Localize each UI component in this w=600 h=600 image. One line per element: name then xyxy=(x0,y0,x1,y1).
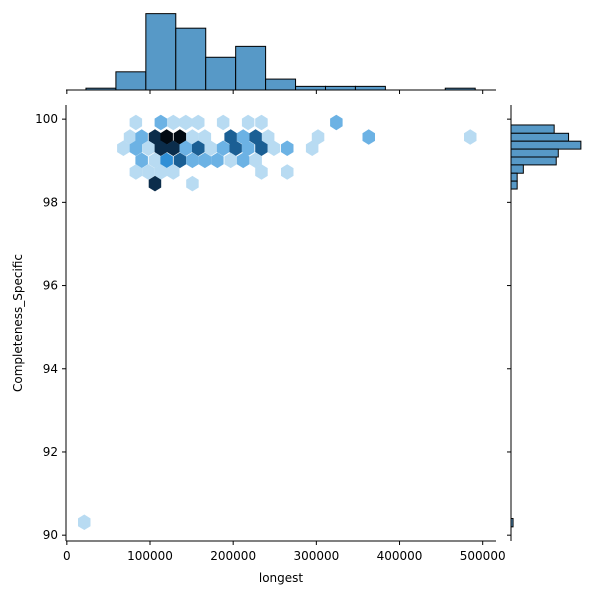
hexbin-cell xyxy=(129,140,143,156)
hexbin-cell xyxy=(216,114,230,131)
hexbin-cell xyxy=(148,152,162,169)
hexbin-cell xyxy=(167,164,180,180)
y-tick-label: 92 xyxy=(43,445,58,459)
hexbin-cell xyxy=(255,114,268,131)
x-axis-label: longest xyxy=(259,571,304,585)
hexbin-cell xyxy=(211,152,224,169)
hexbin-cell xyxy=(255,164,268,180)
hexbin-cell xyxy=(123,129,137,145)
hexbin-cell xyxy=(117,140,130,156)
hexbin-cell xyxy=(224,129,237,145)
axes-layer: 0 100000 200000 300000 400000 500000 90 92 94 96 9… xyxy=(35,89,512,563)
hexbin-cell xyxy=(167,114,180,131)
marginal-y-histogram xyxy=(510,124,582,528)
hexbin-cell xyxy=(255,140,268,156)
hexbin-cell xyxy=(154,114,168,131)
y-histogram-bar xyxy=(510,164,524,174)
hexbin-cell xyxy=(198,152,212,169)
hexbin-cell xyxy=(179,140,192,156)
hexbin-cell xyxy=(229,140,242,156)
x-tick-label: 400000 xyxy=(377,549,423,563)
y-histogram-bar xyxy=(510,132,570,142)
hexbin-cell xyxy=(160,129,173,145)
hexbin-cell xyxy=(249,152,262,169)
hexbin-cell xyxy=(204,140,217,156)
hexbin-cell xyxy=(142,164,155,180)
hexbin-cell xyxy=(135,152,148,169)
hexbin-cell xyxy=(192,114,205,131)
x-histogram-bar xyxy=(324,85,356,91)
hexbin-cell xyxy=(311,129,325,145)
hexbin-cell xyxy=(241,114,255,131)
hexbin-cell xyxy=(216,140,230,156)
hexbin-cell xyxy=(78,514,91,530)
x-histogram-bar xyxy=(175,27,207,91)
hexbin-cell xyxy=(129,114,143,131)
x-histogram-bar xyxy=(265,78,297,91)
hexbin-cell xyxy=(330,114,343,131)
hexbin-cell xyxy=(305,140,319,156)
hexbin-cell xyxy=(281,164,294,180)
hexbin-cell xyxy=(362,129,375,145)
y-axis-label: Completeness_Specific xyxy=(11,254,25,392)
hexbin-layer xyxy=(78,114,477,530)
x-tick-label: 500000 xyxy=(460,549,506,563)
y-histogram-bar xyxy=(510,140,582,150)
hexbin-cell xyxy=(135,129,148,145)
hexbin-cell xyxy=(192,140,205,156)
y-histogram-bar xyxy=(510,156,557,166)
y-tick-label: 94 xyxy=(43,362,58,376)
hexbin-cell xyxy=(186,129,199,145)
hexbin-cell xyxy=(154,140,168,156)
y-histogram-bar xyxy=(510,148,559,158)
x-histogram-bar xyxy=(295,85,326,91)
x-tick-label: 200000 xyxy=(210,549,256,563)
hexbin-cell xyxy=(249,129,262,145)
hexbin-cell xyxy=(148,175,162,192)
y-tick-label: 98 xyxy=(43,195,58,209)
x-histogram-bar xyxy=(235,45,267,91)
hexbin-cell xyxy=(236,129,250,145)
y-histogram-bar xyxy=(510,180,518,190)
x-tick-label: 100000 xyxy=(127,549,173,563)
y-histogram-bar xyxy=(510,172,518,182)
hexbin-cell xyxy=(261,129,275,145)
y-tick-label: 100 xyxy=(35,112,58,126)
hexbin-cell xyxy=(142,140,155,156)
hexbin-cell xyxy=(186,175,199,192)
x-tick-label: 300000 xyxy=(293,549,339,563)
x-histogram-bar xyxy=(205,56,237,91)
hexbin-cell xyxy=(160,152,173,169)
hexbin-cell xyxy=(236,152,250,169)
hexbin-cell xyxy=(154,164,168,180)
marginal-x-histogram xyxy=(85,13,476,91)
hexbin-cell xyxy=(173,129,187,145)
x-histogram-bar xyxy=(354,85,386,91)
hexbin-cell xyxy=(173,152,187,169)
hexbin-cell xyxy=(198,129,212,145)
hexbin-cell xyxy=(129,164,143,180)
hexbin-cell xyxy=(179,114,192,131)
x-histogram-bar xyxy=(145,13,177,91)
hexbin-cell xyxy=(464,129,477,145)
hexbin-cell xyxy=(241,140,255,156)
hexbin-cell xyxy=(167,140,180,156)
hexbin-cell xyxy=(224,152,237,169)
x-tick-label: 0 xyxy=(63,549,71,563)
hexbin-cell xyxy=(267,140,281,156)
y-histogram-bar xyxy=(510,124,555,134)
y-tick-label: 90 xyxy=(43,528,58,542)
y-tick-label: 96 xyxy=(43,279,58,293)
x-histogram-bar xyxy=(115,71,147,91)
hexbin-cell xyxy=(148,129,162,145)
hexbin-cell xyxy=(281,140,294,156)
hexbin-cell xyxy=(186,152,199,169)
